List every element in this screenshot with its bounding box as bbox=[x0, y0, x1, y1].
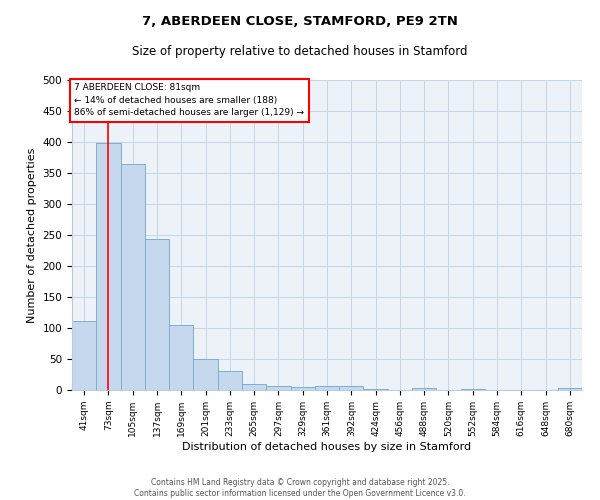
Text: 7, ABERDEEN CLOSE, STAMFORD, PE9 2TN: 7, ABERDEEN CLOSE, STAMFORD, PE9 2TN bbox=[142, 15, 458, 28]
Bar bbox=[242, 384, 266, 390]
Text: Size of property relative to detached houses in Stamford: Size of property relative to detached ho… bbox=[132, 45, 468, 58]
Bar bbox=[266, 386, 290, 390]
Bar bbox=[169, 325, 193, 390]
Bar bbox=[315, 386, 339, 390]
X-axis label: Distribution of detached houses by size in Stamford: Distribution of detached houses by size … bbox=[182, 442, 472, 452]
Text: 7 ABERDEEN CLOSE: 81sqm
← 14% of detached houses are smaller (188)
86% of semi-d: 7 ABERDEEN CLOSE: 81sqm ← 14% of detache… bbox=[74, 83, 304, 117]
Bar bbox=[193, 359, 218, 390]
Bar bbox=[121, 164, 145, 390]
Text: Contains HM Land Registry data © Crown copyright and database right 2025.
Contai: Contains HM Land Registry data © Crown c… bbox=[134, 478, 466, 498]
Bar bbox=[339, 386, 364, 390]
Bar bbox=[96, 143, 121, 390]
Bar bbox=[558, 388, 582, 390]
Bar bbox=[412, 388, 436, 390]
Bar bbox=[218, 372, 242, 390]
Bar bbox=[72, 320, 96, 390]
Y-axis label: Number of detached properties: Number of detached properties bbox=[27, 148, 37, 322]
Bar bbox=[145, 240, 169, 390]
Bar bbox=[290, 387, 315, 390]
